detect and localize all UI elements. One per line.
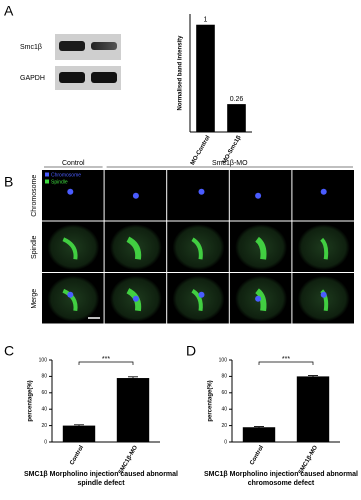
chromosome [255,192,262,199]
blot-band [59,72,85,83]
significance-label: *** [102,356,110,363]
blot-label: Smc1β [20,44,42,51]
row-label: Chromosome [31,175,38,217]
error-bar [74,424,84,427]
y-tick-label: 80 [41,374,47,380]
row-label: Spindle [31,235,38,258]
bar [62,425,96,442]
chromosome [320,188,327,195]
y-tick-label: 40 [41,407,47,413]
spindle [191,237,203,260]
y-tick-label: 20 [41,423,47,429]
chromosome [255,295,262,302]
significance-bracket [78,361,134,365]
error-bar [308,375,318,378]
chromosome [198,188,205,195]
y-tick-label: 0 [44,439,47,445]
row-label: Merge [31,289,38,309]
chromosome [132,192,139,199]
bar [296,376,330,442]
legend-swatch [45,172,49,177]
micrograph [167,170,229,221]
blot-label: GAPDH [20,75,45,82]
data-label: 0.26 [230,96,244,103]
chromosome [132,295,139,302]
panel-letter: A [4,3,14,19]
spindle [62,237,78,260]
spindle [191,289,203,312]
column-header: Smc1β-MO [212,160,248,167]
spindle [255,236,267,260]
y-axis-label: percentage(%) [28,380,34,421]
legend-label: Spindle [51,179,68,185]
y-tick-label: 100 [219,357,228,363]
micrograph [42,170,104,221]
y-tick-label: 20 [221,423,227,429]
y-tick-label: 40 [221,407,227,413]
chromosome [320,291,327,298]
significance-bracket [258,361,314,365]
legend-label: Chromosome [51,172,81,178]
panel-letter: B [4,174,13,190]
y-tick-label: 80 [221,374,227,380]
x-tick-label: Control [249,445,265,467]
error-bar [254,426,264,429]
bar [242,427,276,442]
chart-title: SMC1β Morpholino injection caused abnorm… [23,471,178,487]
y-axis-label: percentage(%) [208,380,214,421]
x-tick-label: MO-Control [190,135,212,167]
y-tick-label: 60 [221,390,227,396]
spindle [320,289,329,312]
y-axis-label: Normalised band intensity [178,35,184,111]
spindle [62,288,78,312]
error-bar [128,376,138,380]
data-label: 1 [204,17,208,24]
chromosome [67,188,74,195]
y-tick-label: 100 [39,357,48,363]
spindle [320,237,329,260]
chart-title: SMC1β Morpholino injection caused abnorm… [203,471,358,487]
panel-letter: D [186,343,196,359]
bar [116,378,150,442]
column-header: Control [62,160,85,167]
chromosome [198,291,205,298]
micrograph [292,170,354,221]
blot-band [91,42,117,50]
panel-letter: C [4,343,14,359]
bar [196,24,215,132]
x-tick-label: Control [69,445,85,467]
blot-band [91,72,117,83]
blot-band [59,41,85,51]
y-tick-label: 60 [41,390,47,396]
spindle [255,288,267,312]
chromosome [67,291,74,298]
spindle [126,236,142,260]
legend-swatch [45,179,49,184]
significance-label: *** [282,356,290,363]
y-tick-label: 0 [224,439,227,445]
bar [227,104,246,132]
